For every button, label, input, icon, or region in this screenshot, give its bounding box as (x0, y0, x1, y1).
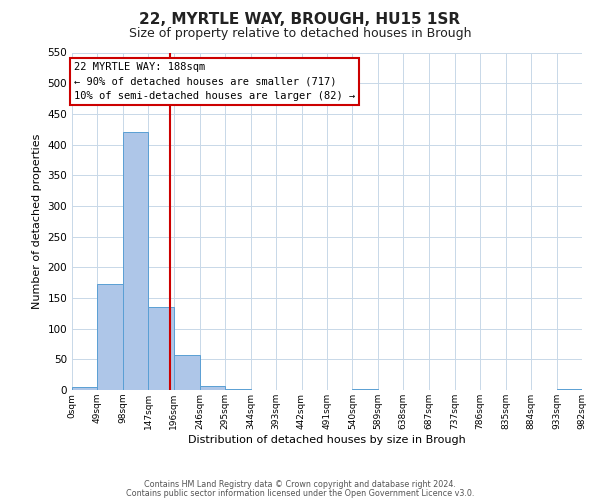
Bar (557, 389, 582, 390)
Bar (200, 386, 225, 390)
Bar (148, 307, 174, 390)
Bar (352, 389, 378, 390)
Bar (97, 284, 123, 390)
Text: 22, MYRTLE WAY, BROUGH, HU15 1SR: 22, MYRTLE WAY, BROUGH, HU15 1SR (139, 12, 461, 28)
Bar (174, 355, 200, 390)
X-axis label: Distribution of detached houses by size in Brough: Distribution of detached houses by size … (188, 434, 466, 444)
Bar (225, 389, 251, 390)
Text: 22 MYRTLE WAY: 188sqm
← 90% of detached houses are smaller (717)
10% of semi-det: 22 MYRTLE WAY: 188sqm ← 90% of detached … (74, 62, 355, 102)
Text: Contains HM Land Registry data © Crown copyright and database right 2024.: Contains HM Land Registry data © Crown c… (144, 480, 456, 489)
Text: Size of property relative to detached houses in Brough: Size of property relative to detached ho… (129, 28, 471, 40)
Y-axis label: Number of detached properties: Number of detached properties (32, 134, 42, 309)
Text: Contains public sector information licensed under the Open Government Licence v3: Contains public sector information licen… (126, 488, 474, 498)
Bar (123, 132, 148, 390)
Bar (72, 387, 97, 390)
